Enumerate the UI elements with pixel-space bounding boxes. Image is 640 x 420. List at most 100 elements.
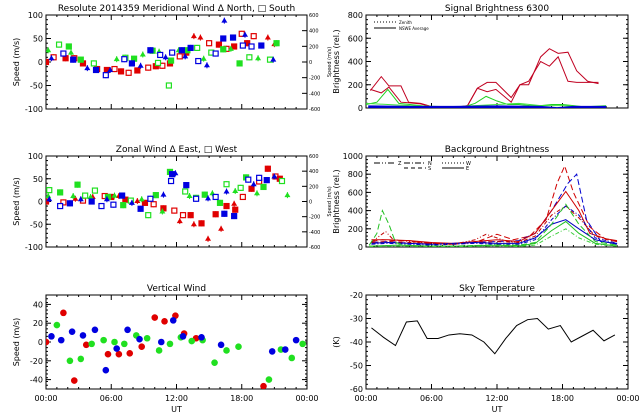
y-tick-label: -20	[30, 357, 43, 366]
data-point-blue	[88, 198, 95, 205]
y2-tick-label: 400	[309, 29, 319, 35]
data-point-blue	[57, 336, 65, 344]
x-axis-label: UT	[171, 405, 182, 414]
data-point-green	[188, 337, 196, 345]
data-point-green	[65, 43, 72, 50]
panel-background: Background Brightness 0 200 400 600 800 1000Br…	[332, 145, 629, 252]
data-point-red	[171, 207, 178, 214]
data-point-blue	[169, 49, 176, 56]
data-point-blue	[57, 202, 64, 210]
y-tick-label: 0	[38, 198, 43, 207]
data-point-blue	[245, 176, 252, 183]
data-point-green	[232, 188, 239, 194]
panel-skytemp: Sky Temperature -60 -50 -40 -30 -20 00:00 06:00…	[332, 284, 640, 414]
legend-label: NSWE Average	[399, 26, 429, 31]
y-tick-label: 40	[33, 300, 43, 309]
data-point-green	[200, 55, 207, 61]
panel-signal: Signal Brightness 6300 0 200 400 600 800 Brigh…	[332, 4, 629, 113]
x-tick-label: 00:00	[616, 394, 639, 403]
data-point-blue	[231, 212, 238, 220]
data-point-red	[151, 314, 159, 321]
data-point-green	[246, 54, 253, 61]
data-point-blue	[263, 177, 270, 184]
data-point-red	[111, 65, 118, 73]
legend-label: Z	[398, 161, 402, 167]
data-point-green	[90, 60, 97, 67]
data-point-red	[72, 195, 79, 201]
series-line-green-b	[366, 102, 607, 108]
data-point-green	[155, 347, 163, 354]
series-line-red-S	[371, 164, 618, 245]
y-tick-label: 0	[38, 58, 43, 67]
data-point-red	[218, 225, 225, 231]
data-point-blue	[229, 34, 237, 41]
data-point-blue	[124, 326, 131, 334]
data-point-green	[166, 340, 174, 348]
y-axis-label: Speed (m/s)	[12, 177, 21, 226]
data-point-blue	[98, 202, 105, 210]
x-tick-label: 18:00	[551, 394, 574, 403]
data-point-blue	[223, 188, 230, 194]
series-line-green-E	[369, 220, 618, 247]
y2-axis-label: Speed (m/s)	[327, 186, 333, 216]
y-tick-label: 800	[348, 170, 363, 179]
data-point-blue	[84, 65, 91, 71]
data-point-blue	[198, 334, 205, 341]
y-tick-label: 50	[33, 175, 43, 184]
data-point-red	[115, 350, 123, 358]
data-point-green	[70, 193, 77, 199]
data-point-blue	[107, 66, 114, 72]
data-point-green	[182, 188, 189, 195]
legend-label: N	[428, 161, 432, 167]
x-tick-label: 06:00	[100, 394, 123, 403]
y-tick-label: 400	[348, 207, 363, 216]
y-tick-label: -50	[30, 82, 43, 91]
y-tick-label: 800	[348, 11, 363, 20]
data-point-blue	[195, 57, 202, 65]
data-point-red	[141, 199, 149, 206]
data-point-red	[82, 341, 90, 349]
data-point-green	[82, 192, 89, 199]
data-point-green	[235, 343, 242, 351]
data-point-red	[264, 34, 271, 40]
data-point-blue	[250, 181, 257, 187]
data-point-red	[60, 199, 67, 206]
data-point-blue	[268, 348, 276, 355]
panel-zonal: Zonal Wind Δ East, □ West -100 -50 0 50 100 -6…	[12, 145, 333, 252]
data-point-blue	[162, 54, 169, 60]
y-tick-label: 100	[28, 11, 43, 20]
data-point-red	[161, 318, 168, 325]
data-point-blue	[220, 35, 227, 42]
y-axis-label: Speed (m/s)	[12, 38, 21, 87]
data-point-green	[223, 347, 230, 354]
data-point-red	[60, 309, 67, 317]
data-point-blue	[256, 174, 263, 181]
y-tick-label: 200	[348, 225, 363, 234]
data-point-red	[176, 218, 183, 224]
data-point-blue	[46, 196, 53, 202]
data-point-red	[176, 53, 183, 60]
data-point-red	[187, 212, 194, 219]
y2-tick-label: -600	[309, 107, 320, 113]
data-point-blue	[157, 338, 165, 346]
data-point-green	[201, 191, 208, 198]
data-point-green	[154, 59, 162, 67]
data-point-blue	[179, 333, 187, 340]
data-point-blue	[169, 317, 177, 324]
y-tick-label: -20	[350, 291, 363, 300]
data-point-green	[46, 187, 53, 194]
x-tick-label: 00:00	[34, 394, 57, 403]
data-point-blue	[136, 335, 143, 343]
data-point-green	[100, 336, 107, 344]
series-line-red-a	[369, 48, 599, 108]
y-tick-label: 200	[348, 81, 363, 90]
data-point-red	[190, 33, 197, 39]
data-point-green	[284, 192, 291, 198]
data-point-red	[117, 68, 125, 75]
data-point-green	[53, 321, 61, 329]
chart-title: Resolute 2014359 Meridional Wind Δ North…	[58, 4, 295, 14]
x-tick-label: 06:00	[420, 394, 443, 403]
data-point-green	[299, 340, 306, 348]
data-point-green	[46, 193, 52, 199]
